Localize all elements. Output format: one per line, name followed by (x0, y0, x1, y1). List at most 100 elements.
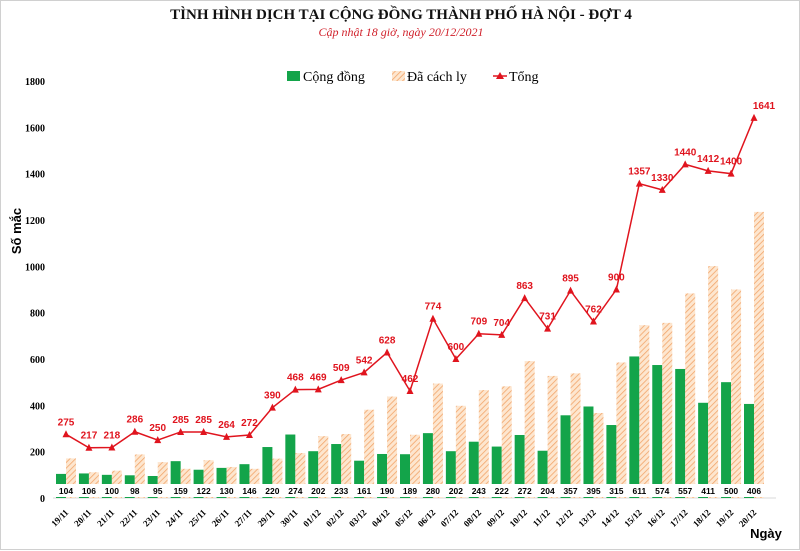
bar-da-cach-ly (432, 383, 443, 498)
data-label-tong: 462 (402, 374, 419, 385)
marker-tong (108, 443, 116, 451)
data-label-cong-dong: 406 (747, 486, 761, 496)
data-label-bg (192, 484, 215, 497)
data-label-tong: 286 (126, 415, 143, 426)
data-label-cong-dong: 557 (678, 486, 692, 496)
data-label-tong: 600 (448, 342, 465, 353)
bar-cong-dong (675, 368, 686, 498)
marker-tong (589, 317, 597, 325)
bar-da-cach-ly (639, 325, 650, 498)
bar-da-cach-ly (295, 453, 306, 498)
marker-tong (704, 166, 712, 174)
data-label-bg (536, 484, 559, 497)
data-label-bg (55, 484, 77, 497)
data-label-bg (674, 484, 697, 497)
x-tick-label: 02/12 (324, 507, 346, 529)
chart-title: TÌNH HÌNH DỊCH TẠI CỘNG ĐỒNG THÀNH PHỐ H… (170, 7, 632, 23)
x-tick-label: 12/12 (553, 507, 575, 529)
bar-da-cach-ly (685, 293, 696, 498)
y-tick-label: 1200 (25, 216, 45, 227)
bar-cong-dong (514, 434, 525, 498)
data-label-bg (467, 484, 490, 497)
marker-tong (85, 443, 93, 451)
bar-cong-dong (239, 464, 250, 498)
x-tick-label: 14/12 (599, 507, 621, 529)
marker-tong (681, 160, 689, 168)
bar-da-cach-ly (478, 390, 489, 498)
bar-da-cach-ly (318, 436, 329, 498)
data-label-bg (628, 484, 651, 497)
x-tick-label: 18/12 (691, 507, 713, 529)
x-tick-label: 17/12 (668, 507, 690, 529)
data-label-tong: 1412 (697, 154, 720, 165)
data-label-cong-dong: 98 (130, 486, 140, 496)
data-label-tong: 542 (356, 355, 373, 366)
marker-tong (177, 427, 185, 435)
data-label-cong-dong: 161 (357, 486, 371, 496)
data-label-tong: 709 (470, 317, 487, 328)
data-label-tong: 762 (585, 304, 602, 315)
x-tick-label: 19/11 (49, 507, 71, 529)
y-tick-label: 1400 (25, 170, 45, 181)
bar-cong-dong (629, 356, 640, 498)
legend-swatch-cong-dong (287, 71, 300, 81)
bar-da-cach-ly (157, 462, 168, 498)
data-label-bg (490, 484, 513, 497)
bar-cong-dong (491, 446, 502, 498)
data-label-cong-dong: 159 (174, 486, 188, 496)
x-tick-label: 05/12 (393, 507, 415, 529)
data-label-cong-dong: 500 (724, 486, 738, 496)
y-tick-label: 1000 (25, 262, 45, 273)
x-tick-label: 24/11 (164, 507, 186, 529)
bar-da-cach-ly (180, 468, 191, 498)
x-tick-label: 01/12 (301, 507, 323, 529)
marker-tong (658, 185, 666, 193)
marker-tong (429, 314, 437, 322)
x-tick-label: 06/12 (416, 507, 438, 529)
x-tick-label: 09/12 (485, 507, 507, 529)
marker-tong (337, 376, 345, 384)
marker-tong (291, 385, 299, 393)
data-label-tong: 704 (493, 318, 510, 329)
bar-da-cach-ly (226, 466, 237, 498)
marker-tong (62, 430, 70, 438)
marker-tong (268, 403, 276, 411)
x-tick-label: 16/12 (645, 507, 667, 529)
data-label-bg (444, 484, 467, 497)
data-label-cong-dong: 202 (311, 486, 325, 496)
bar-da-cach-ly (662, 322, 673, 498)
data-label-bg (238, 484, 261, 497)
bar-da-cach-ly (616, 362, 627, 498)
data-label-bg (605, 484, 628, 497)
x-tick-label: 29/11 (256, 507, 278, 529)
data-label-bg (651, 484, 674, 497)
bar-da-cach-ly (387, 396, 398, 498)
data-label-cong-dong: 315 (609, 486, 623, 496)
x-tick-label: 15/12 (622, 507, 644, 529)
bar-cong-dong (445, 451, 456, 498)
x-tick-label: 08/12 (462, 507, 484, 529)
data-label-bg (307, 484, 330, 497)
data-label-tong: 468 (287, 373, 304, 384)
data-label-cong-dong: 104 (59, 486, 73, 496)
marker-tong (544, 324, 552, 332)
x-tick-label: 11/12 (531, 507, 553, 529)
x-tick-label: 20/11 (72, 507, 94, 529)
bar-da-cach-ly (754, 211, 764, 498)
data-label-cong-dong: 280 (426, 486, 440, 496)
data-label-tong: 264 (218, 420, 235, 431)
y-tick-label: 1800 (25, 77, 45, 88)
data-label-tong: 285 (172, 415, 189, 426)
bar-da-cach-ly (708, 266, 719, 498)
bar-cong-dong (606, 425, 617, 498)
data-label-tong: 1400 (720, 157, 743, 168)
data-label-cong-dong: 204 (541, 486, 555, 496)
bar-cong-dong (652, 365, 663, 498)
data-label-bg (77, 484, 100, 497)
data-label-bg (513, 484, 536, 497)
bar-da-cach-ly (341, 434, 352, 498)
marker-tong (360, 368, 368, 376)
data-label-cong-dong: 189 (403, 486, 417, 496)
bar-cong-dong (331, 444, 342, 498)
